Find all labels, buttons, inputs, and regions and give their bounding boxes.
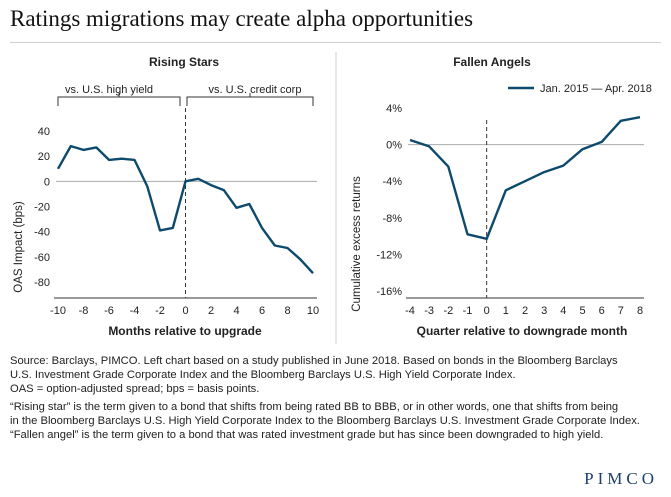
rising-stars-series-line [56, 144, 314, 275]
footnotes: Source: Barclays, PIMCO. Left chart base… [10, 355, 665, 443]
fallen-angels-series-line [409, 116, 641, 241]
footnote-oas: OAS = option-adjusted spread; bps = basi… [10, 382, 260, 395]
right-x-tick-label: -4 [405, 305, 415, 317]
left-x-tick-label: -8 [79, 305, 89, 317]
left-x-tick-label: 10 [307, 305, 319, 317]
left-y-tick-label: -40 [34, 227, 50, 239]
right-x-tick-label: -3 [424, 305, 434, 317]
bracket-label-high-yield: vs. U.S. high yield [65, 84, 153, 96]
left-x-ticks: -10 -8 -6 -4 -2 0 2 4 6 8 10 [50, 305, 319, 317]
left-y-axis-label: OAS Impact (bps) [13, 201, 25, 293]
left-y-tick-label: 0 [44, 176, 50, 188]
footnote-source-line-2: U.S. Investment Grade Corporate Index an… [10, 368, 516, 381]
rising-stars-title: Rising Stars [149, 55, 219, 69]
right-y-tick-label: -8% [382, 213, 402, 225]
right-x-ticks: -4 -3 -2 -1 0 1 2 3 4 5 6 7 8 [405, 305, 643, 317]
left-y-tick-label: -80 [34, 277, 50, 289]
bracket-label-credit-corp: vs. U.S. credit corp [209, 84, 302, 96]
left-x-tick-label: 8 [284, 305, 290, 317]
left-x-tick-label: -4 [130, 305, 140, 317]
footnote-rising-star-line-2: in the Bloomberg Barclays U.S. High Yiel… [10, 415, 640, 428]
fallen-angels-title: Fallen Angels [453, 55, 531, 69]
footnote-source-line-1: Source: Barclays, PIMCO. Left chart base… [10, 355, 618, 367]
right-x-axis-label: Quarter relative to downgrade month [417, 324, 628, 338]
bracket-high-yield [57, 93, 181, 106]
legend-label: Jan. 2015 — Apr. 2018 [540, 83, 652, 95]
left-y-tick-label: -60 [34, 252, 50, 264]
left-x-tick-label: 4 [233, 305, 239, 317]
left-y-tick-label: 20 [38, 151, 50, 163]
right-x-tick-label: 4 [560, 305, 566, 317]
right-x-tick-label: 6 [599, 305, 605, 317]
pimco-logo: PIMCO [584, 469, 658, 488]
title-divider [10, 42, 661, 43]
right-x-tick-label: 5 [579, 305, 585, 317]
legend: Jan. 2015 — Apr. 2018 [508, 83, 652, 95]
left-x-axis-label: Months relative to upgrade [108, 324, 262, 338]
footnote-fallen-angel: “Fallen angel” is the term given to a bo… [10, 428, 604, 441]
left-x-tick-label: -2 [155, 305, 165, 317]
left-x-tick-label: -10 [50, 305, 66, 317]
right-y-tick-label: 4% [386, 103, 402, 115]
right-y-tick-label: -4% [382, 176, 402, 188]
right-y-tick-label: -12% [376, 249, 402, 261]
rising-stars-chart: Rising Stars vs. U.S. high yield vs. U.S… [13, 55, 319, 338]
right-x-tick-label: -1 [463, 305, 473, 317]
left-x-tick-label: 6 [259, 305, 265, 317]
charts-area: Rising Stars vs. U.S. high yield vs. U.S… [13, 52, 652, 344]
left-x-tick-label: -6 [104, 305, 114, 317]
right-x-tick-label: 7 [618, 305, 624, 317]
right-y-ticks: 4% 0% -4% -8% -12% -16% [376, 103, 402, 298]
left-y-ticks: 40 20 0 -20 -40 -60 -80 [34, 126, 50, 289]
right-x-tick-label: 3 [541, 305, 547, 317]
right-y-tick-label: 0% [386, 140, 402, 152]
page-title: Ratings migrations may create alpha oppo… [10, 6, 474, 31]
left-x-tick-label: 0 [182, 305, 188, 317]
right-y-tick-label: -16% [376, 286, 402, 298]
left-x-tick-label: 2 [208, 305, 214, 317]
fallen-angels-chart: Fallen Angels Jan. 2015 — Apr. 2018 4% 0%… [351, 55, 652, 338]
right-x-tick-label: 8 [637, 305, 643, 317]
right-x-tick-label: 2 [522, 305, 528, 317]
right-x-tick-label: 0 [484, 305, 490, 317]
right-x-tick-label: 1 [503, 305, 509, 317]
left-y-tick-label: 40 [38, 126, 50, 138]
footnote-rising-star-line-1: “Rising star” is the term given to a bon… [10, 401, 619, 414]
left-y-tick-label: -20 [34, 202, 50, 214]
bracket-credit-corp [186, 93, 314, 106]
right-y-axis-label: Cumulative excess returns [351, 176, 363, 312]
right-x-tick-label: -2 [443, 305, 453, 317]
